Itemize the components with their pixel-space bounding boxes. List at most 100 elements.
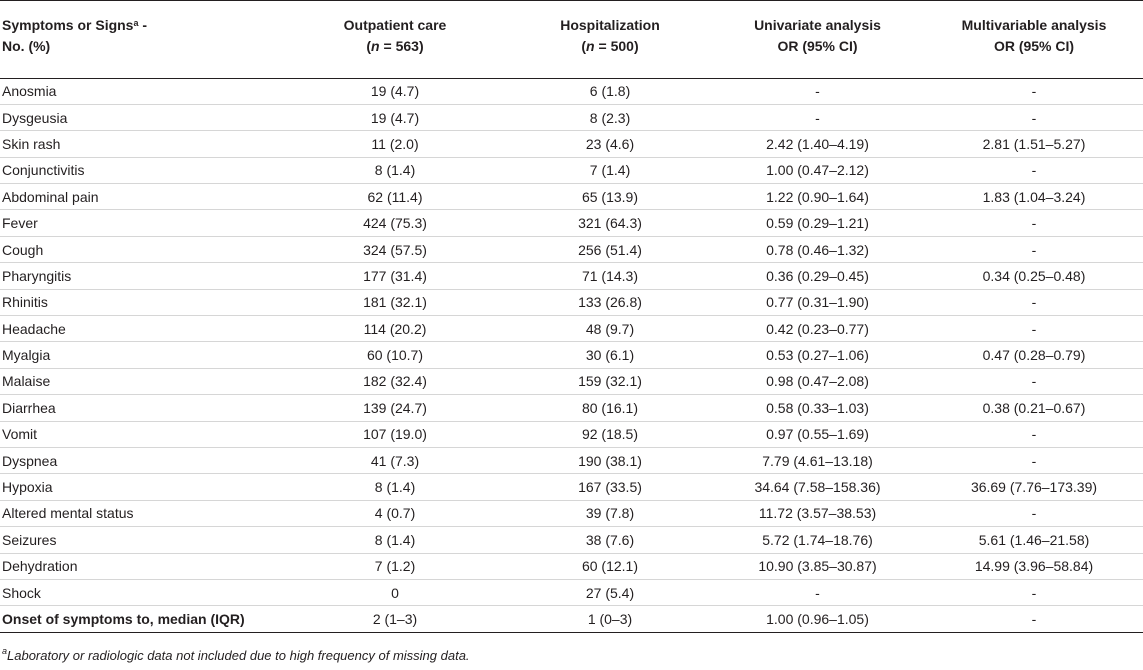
- cell-univariate-or: 1.00 (0.96–1.05): [710, 605, 925, 633]
- cell-univariate-or: 0.36 (0.29–0.45): [710, 262, 925, 290]
- cell-outpatient: 114 (20.2): [280, 315, 510, 343]
- header-symptoms-line2: No. (%): [2, 38, 51, 54]
- cell-univariate-or: 7.79 (4.61–13.18): [710, 447, 925, 475]
- footnote-text: Laboratory or radiologic data not includ…: [7, 648, 470, 663]
- cell-outpatient: 8 (1.4): [280, 157, 510, 185]
- cell-multivariable-or: -: [925, 289, 1143, 317]
- cell-hospitalization: 39 (7.8): [510, 500, 710, 528]
- cell-univariate-or: 0.97 (0.55–1.69): [710, 421, 925, 448]
- cell-outpatient: 107 (19.0): [280, 421, 510, 448]
- table-row: Vomit 107 (19.0) 92 (18.5) 0.97 (0.55–1.69)…: [0, 421, 1143, 448]
- row-label: Anosmia: [0, 78, 280, 105]
- cell-univariate-or: 11.72 (3.57–38.53): [710, 500, 925, 528]
- cell-hospitalization: 30 (6.1): [510, 341, 710, 369]
- row-label: Pharyngitis: [0, 262, 280, 290]
- cell-multivariable-or: 14.99 (3.96–58.84): [925, 553, 1143, 580]
- cell-hospitalization: 80 (16.1): [510, 394, 710, 422]
- row-label: Dysgeusia: [0, 104, 280, 132]
- cell-outpatient: 62 (11.4): [280, 183, 510, 211]
- cell-univariate-or: 0.42 (0.23–0.77): [710, 315, 925, 343]
- header-multivariable-line1: Multivariable analysis: [961, 17, 1107, 33]
- cell-univariate-or: 1.22 (0.90–1.64): [710, 183, 925, 211]
- table-row: Seizures 8 (1.4) 38 (7.6) 5.72 (1.74–18.76)…: [0, 526, 1143, 554]
- header-symptoms-line1: Symptoms or Signs: [2, 17, 134, 33]
- table-row: Cough 324 (57.5) 256 (51.4) 0.78 (0.46–1.32…: [0, 236, 1143, 264]
- cell-multivariable-or: 0.38 (0.21–0.67): [925, 394, 1143, 422]
- table-row: Hypoxia 8 (1.4) 167 (33.5) 34.64 (7.58–158.…: [0, 473, 1143, 501]
- table-row: Myalgia 60 (10.7) 30 (6.1) 0.53 (0.27–1.06)…: [0, 341, 1143, 369]
- row-label: Abdominal pain: [0, 183, 280, 211]
- table-footnote: aLaboratory or radiologic data not inclu…: [2, 646, 470, 663]
- cell-multivariable-or: 36.69 (7.76–173.39): [925, 473, 1143, 501]
- cell-multivariable-or: -: [925, 421, 1143, 448]
- cell-outpatient: 424 (75.3): [280, 209, 510, 237]
- row-label: Myalgia: [0, 341, 280, 369]
- table-row: Skin rash 11 (2.0) 23 (4.6) 2.42 (1.40–4.19…: [0, 130, 1143, 158]
- cell-multivariable-or: 0.34 (0.25–0.48): [925, 262, 1143, 290]
- cell-multivariable-or: -: [925, 447, 1143, 475]
- header-hospitalization-n-label: n: [586, 38, 595, 54]
- table-row: Dehydration 7 (1.2) 60 (12.1) 10.90 (3.85–3…: [0, 553, 1143, 580]
- cell-hospitalization: 71 (14.3): [510, 262, 710, 290]
- cell-hospitalization: 190 (38.1): [510, 447, 710, 475]
- header-hospitalization-line1: Hospitalization: [560, 17, 660, 33]
- table-row: Pharyngitis 177 (31.4) 71 (14.3) 0.36 (0.29…: [0, 262, 1143, 290]
- header-univariate-line1: Univariate analysis: [754, 17, 881, 33]
- row-label: Altered mental status: [0, 500, 280, 528]
- table-row: Conjunctivitis 8 (1.4) 7 (1.4) 1.00 (0.47–2…: [0, 157, 1143, 185]
- table-row: Fever 424 (75.3) 321 (64.3) 0.59 (0.29–1.21…: [0, 209, 1143, 237]
- header-symptoms-suffix: -: [138, 17, 148, 33]
- row-label: Onset of symptoms to, median (IQR): [0, 605, 280, 633]
- table-row: Shock 0 27 (5.4) - -: [0, 579, 1143, 607]
- symptoms-table: Symptoms or Signsa - No. (%) Outpatient …: [0, 0, 1143, 633]
- cell-hospitalization: 7 (1.4): [510, 157, 710, 185]
- table-row: Abdominal pain 62 (11.4) 65 (13.9) 1.22 (0.…: [0, 183, 1143, 211]
- header-row: Symptoms or Signsa - No. (%) Outpatient …: [0, 0, 1143, 79]
- cell-univariate-or: 2.42 (1.40–4.19): [710, 130, 925, 158]
- table-row: Rhinitis 181 (32.1) 133 (26.8) 0.77 (0.31–1…: [0, 289, 1143, 317]
- cell-outpatient: 60 (10.7): [280, 341, 510, 369]
- cell-outpatient: 41 (7.3): [280, 447, 510, 475]
- cell-outpatient: 7 (1.2): [280, 553, 510, 580]
- row-label: Fever: [0, 209, 280, 237]
- row-label: Shock: [0, 579, 280, 607]
- cell-outpatient: 324 (57.5): [280, 236, 510, 264]
- header-univariate-line2: OR (95% CI): [777, 38, 858, 54]
- row-label: Rhinitis: [0, 289, 280, 317]
- cell-outpatient: 139 (24.7): [280, 394, 510, 422]
- row-label: Headache: [0, 315, 280, 343]
- cell-univariate-or: 0.78 (0.46–1.32): [710, 236, 925, 264]
- header-outpatient-n-label: n: [371, 38, 380, 54]
- row-label: Malaise: [0, 368, 280, 396]
- cell-univariate-or: 0.77 (0.31–1.90): [710, 289, 925, 317]
- header-multivariable: Multivariable analysis OR (95% CI): [925, 0, 1143, 79]
- cell-hospitalization: 92 (18.5): [510, 421, 710, 448]
- row-label: Skin rash: [0, 130, 280, 158]
- cell-univariate-or: -: [710, 78, 925, 105]
- table-body: Anosmia 19 (4.7) 6 (1.8) - - Dysgeusia 19 (4.7…: [0, 78, 1143, 633]
- cell-univariate-or: -: [710, 579, 925, 607]
- cell-hospitalization: 38 (7.6): [510, 526, 710, 554]
- cell-hospitalization: 159 (32.1): [510, 368, 710, 396]
- cell-univariate-or: 34.64 (7.58–158.36): [710, 473, 925, 501]
- cell-hospitalization: 27 (5.4): [510, 579, 710, 607]
- cell-univariate-or: 0.98 (0.47–2.08): [710, 368, 925, 396]
- cell-univariate-or: 10.90 (3.85–30.87): [710, 553, 925, 580]
- row-label: Cough: [0, 236, 280, 264]
- cell-multivariable-or: -: [925, 605, 1143, 633]
- cell-hospitalization: 167 (33.5): [510, 473, 710, 501]
- cell-univariate-or: 0.53 (0.27–1.06): [710, 341, 925, 369]
- cell-outpatient: 8 (1.4): [280, 526, 510, 554]
- cell-outpatient: 182 (32.4): [280, 368, 510, 396]
- cell-hospitalization: 23 (4.6): [510, 130, 710, 158]
- cell-multivariable-or: 0.47 (0.28–0.79): [925, 341, 1143, 369]
- header-symptoms: Symptoms or Signsa - No. (%): [0, 0, 280, 79]
- cell-hospitalization: 1 (0–3): [510, 605, 710, 633]
- table-header: Symptoms or Signsa - No. (%) Outpatient …: [0, 0, 1143, 79]
- cell-multivariable-or: -: [925, 78, 1143, 105]
- table-row: Anosmia 19 (4.7) 6 (1.8) - -: [0, 78, 1143, 105]
- cell-outpatient: 4 (0.7): [280, 500, 510, 528]
- cell-multivariable-or: -: [925, 579, 1143, 607]
- row-label: Dehydration: [0, 553, 280, 580]
